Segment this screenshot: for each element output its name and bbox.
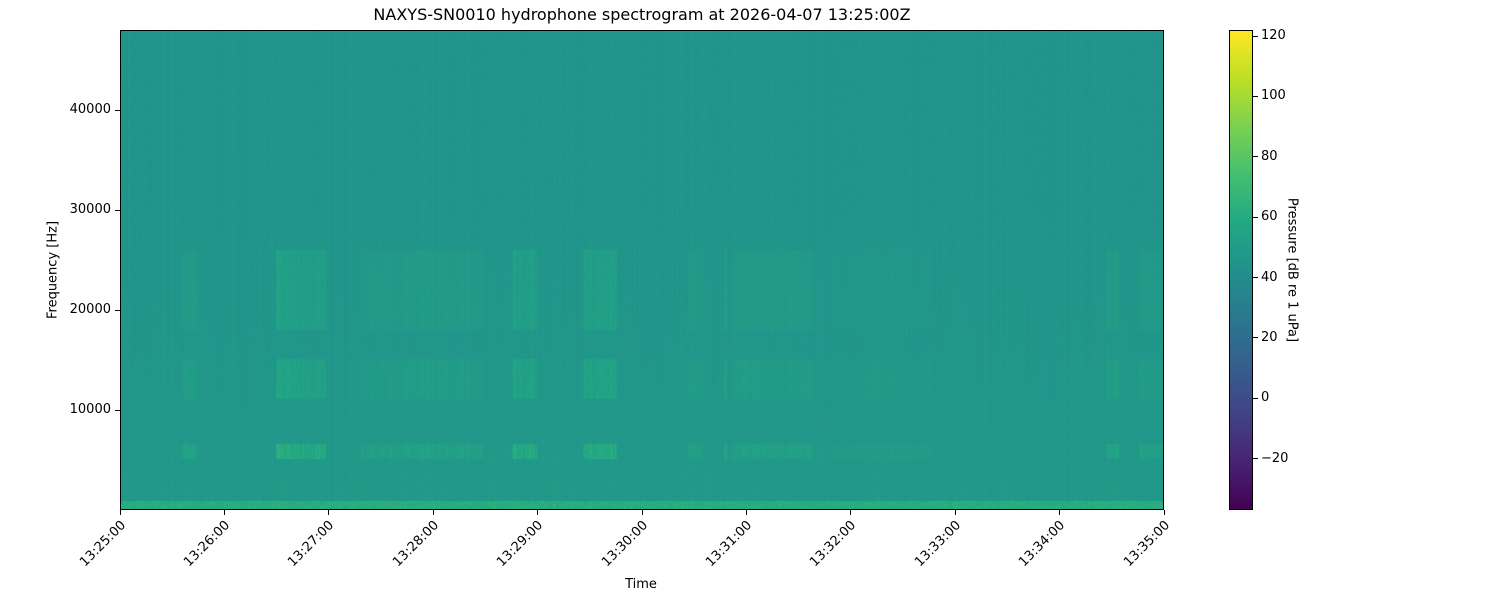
x-tick-label: 13:33:00 <box>911 518 964 570</box>
x-tick <box>745 510 747 515</box>
y-tick-label: 20000 <box>69 302 111 317</box>
colorbar-tick <box>1253 277 1258 279</box>
colorbar-tick-label: 120 <box>1261 28 1286 44</box>
y-tick <box>115 409 120 411</box>
x-tick-label: 13:27:00 <box>285 518 338 570</box>
colorbar-tick <box>1253 156 1258 158</box>
y-tick-label: 10000 <box>69 402 111 417</box>
spectrogram-heatmap <box>121 31 1163 509</box>
x-tick <box>432 510 434 515</box>
x-tick <box>223 510 225 515</box>
x-tick-label: 13:34:00 <box>1016 518 1069 570</box>
x-tick <box>850 510 852 515</box>
x-tick <box>1163 510 1165 515</box>
y-tick-label: 40000 <box>69 102 111 117</box>
x-tick-label: 13:28:00 <box>389 518 442 570</box>
x-tick-label: 13:35:00 <box>1120 518 1173 570</box>
colorbar-tick-label: 100 <box>1261 88 1286 104</box>
x-tick-label: 13:26:00 <box>181 518 234 570</box>
y-axis-label: Frequency [Hz] <box>45 220 61 320</box>
colorbar-tick <box>1253 337 1258 339</box>
colorbar-label: Pressure [dB re 1 uPa] <box>1284 197 1300 343</box>
x-tick-label: 13:25:00 <box>76 518 129 570</box>
colorbar-tick-label: −20 <box>1261 450 1289 466</box>
y-tick <box>115 209 120 211</box>
colorbar-tick-label: 80 <box>1261 148 1278 164</box>
chart-title: NAXYS-SN0010 hydrophone spectrogram at 2… <box>373 5 911 24</box>
colorbar-tick <box>1253 95 1258 97</box>
x-tick-label: 13:32:00 <box>807 518 860 570</box>
spectrogram-plot-area <box>120 30 1164 510</box>
x-tick-label: 13:29:00 <box>494 518 547 570</box>
x-tick-label: 13:31:00 <box>703 518 756 570</box>
y-tick <box>115 109 120 111</box>
colorbar-tick <box>1253 397 1258 399</box>
colorbar-tick-label: 20 <box>1261 329 1278 345</box>
colorbar-tick-label: 60 <box>1261 209 1278 225</box>
x-tick-label: 13:30:00 <box>598 518 651 570</box>
x-tick <box>1059 510 1061 515</box>
colorbar-tick <box>1253 216 1258 218</box>
x-tick <box>537 510 539 515</box>
y-tick <box>115 309 120 311</box>
colorbar-tick <box>1253 458 1258 460</box>
x-tick <box>641 510 643 515</box>
colorbar-tick <box>1253 35 1258 37</box>
colorbar-tick-label: 0 <box>1261 390 1270 406</box>
x-axis-label: Time <box>625 577 657 592</box>
colorbar-tick-label: 40 <box>1261 269 1278 285</box>
y-tick-label: 30000 <box>69 202 111 217</box>
x-tick <box>954 510 956 515</box>
x-tick <box>328 510 330 515</box>
x-tick <box>119 510 121 515</box>
colorbar <box>1229 30 1253 510</box>
